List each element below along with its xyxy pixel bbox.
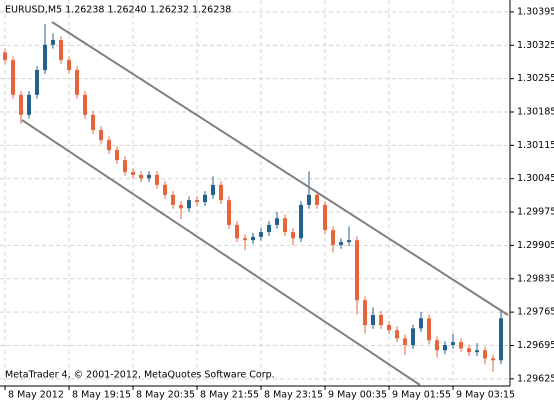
candle-body [219,184,223,201]
candle-body [179,204,183,209]
candle-body [443,345,447,351]
candle-body [339,242,343,245]
y-tick-label: 1.30325 [517,40,554,51]
candle-body [51,40,55,45]
candle-body [467,348,471,353]
candle-body [291,232,295,239]
candle-body [19,94,23,115]
x-tick-label: 9 May 01:55 [392,390,451,401]
candle-body [275,218,279,225]
candle-body [131,172,135,175]
candle-body [427,318,431,341]
x-tick-label: 8 May 21:55 [200,390,259,401]
y-tick-label: 1.29765 [517,307,554,318]
candle-body [323,204,327,231]
candle-body [267,224,271,233]
candle-body [99,130,103,141]
candle-body [379,314,383,326]
y-tick-label: 1.30045 [517,173,554,184]
chart-title: EURUSD,M5 1.26238 1.26240 1.26232 1.2623… [5,5,231,16]
candle-body [195,200,199,203]
candle-body [355,240,359,301]
candle-body [315,194,319,205]
candle-body [11,60,15,95]
candle-body [139,174,143,179]
candle-body [435,340,439,351]
candle-body [91,114,95,131]
candle-body [363,300,367,326]
y-tick-label: 1.29835 [517,273,554,284]
y-tick-label: 1.29695 [517,340,554,351]
candle-body [411,328,415,346]
candle-body [123,160,127,173]
candle-body [27,94,31,115]
candle-body [451,342,455,346]
candle-body [187,200,191,209]
y-tick-label: 1.30395 [517,6,554,17]
candle-body [203,194,207,203]
candle-body [107,140,111,151]
x-tick-label: 8 May 20:35 [136,390,195,401]
candle-body [67,60,71,71]
y-tick-label: 1.30115 [517,140,554,151]
candle-body [347,240,351,243]
candle-body [211,184,215,195]
x-tick-label: 8 May 23:15 [264,390,323,401]
candle-body [459,342,463,349]
candle-body [251,236,255,241]
candle-body [483,350,487,359]
candle-body [283,218,287,233]
channel-lower [21,119,421,386]
candle-body [83,94,87,115]
candle-body [475,350,479,353]
candle-body [227,200,231,225]
candle-body [75,70,79,95]
candle-body [3,52,7,61]
candle-body [115,150,119,161]
x-tick-label: 8 May 19:15 [72,390,131,401]
candle-body [419,318,423,329]
y-tick-label: 1.30255 [517,73,554,84]
y-tick-label: 1.29625 [517,373,554,384]
candle-body [259,232,263,237]
candle-body [171,194,175,205]
x-tick-label: 9 May 03:15 [456,390,515,401]
candle-body [387,325,391,331]
candle-body [307,194,311,205]
candle-body [243,238,247,241]
candle-body [371,314,375,326]
candle-body [163,184,167,195]
y-tick-label: 1.29905 [517,240,554,251]
candle-body [147,174,151,179]
candle-body [155,174,159,185]
candles [3,23,503,372]
candle-body [35,70,39,95]
candle-body [331,230,335,245]
channel-upper [51,21,509,316]
x-tick-label: 9 May 00:35 [328,390,387,401]
y-tick-label: 1.29975 [517,207,554,218]
candle-body [403,338,407,346]
candle-body [59,40,63,61]
candle-body [491,358,495,361]
x-tick-label: 8 May 2012 [8,390,64,401]
candle-body [235,224,239,239]
candle-body [299,204,303,239]
axis-labels: 1.30395 1.30325 1.30255 1.30185 1.30115 1.300… [4,6,554,401]
candle-body [43,44,47,71]
candle-body [395,330,399,339]
footer: MetaTrader 4, © 2001-2012, MetaQuotes So… [5,370,275,381]
y-tick-label: 1.30185 [517,106,554,117]
candle-body [499,318,503,361]
